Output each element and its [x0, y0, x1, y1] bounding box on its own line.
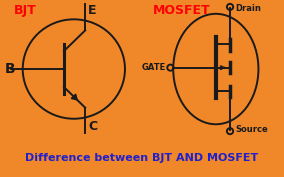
- Text: BJT: BJT: [14, 4, 37, 17]
- Polygon shape: [71, 94, 77, 100]
- Text: E: E: [88, 4, 97, 17]
- Text: MOSFET: MOSFET: [153, 4, 211, 17]
- Text: Source: Source: [236, 125, 268, 134]
- Text: B: B: [4, 62, 15, 76]
- Text: C: C: [88, 119, 97, 133]
- Text: Difference between BJT AND MOSFET: Difference between BJT AND MOSFET: [25, 153, 259, 162]
- Text: Drain: Drain: [236, 4, 262, 13]
- Text: GATE: GATE: [142, 63, 166, 72]
